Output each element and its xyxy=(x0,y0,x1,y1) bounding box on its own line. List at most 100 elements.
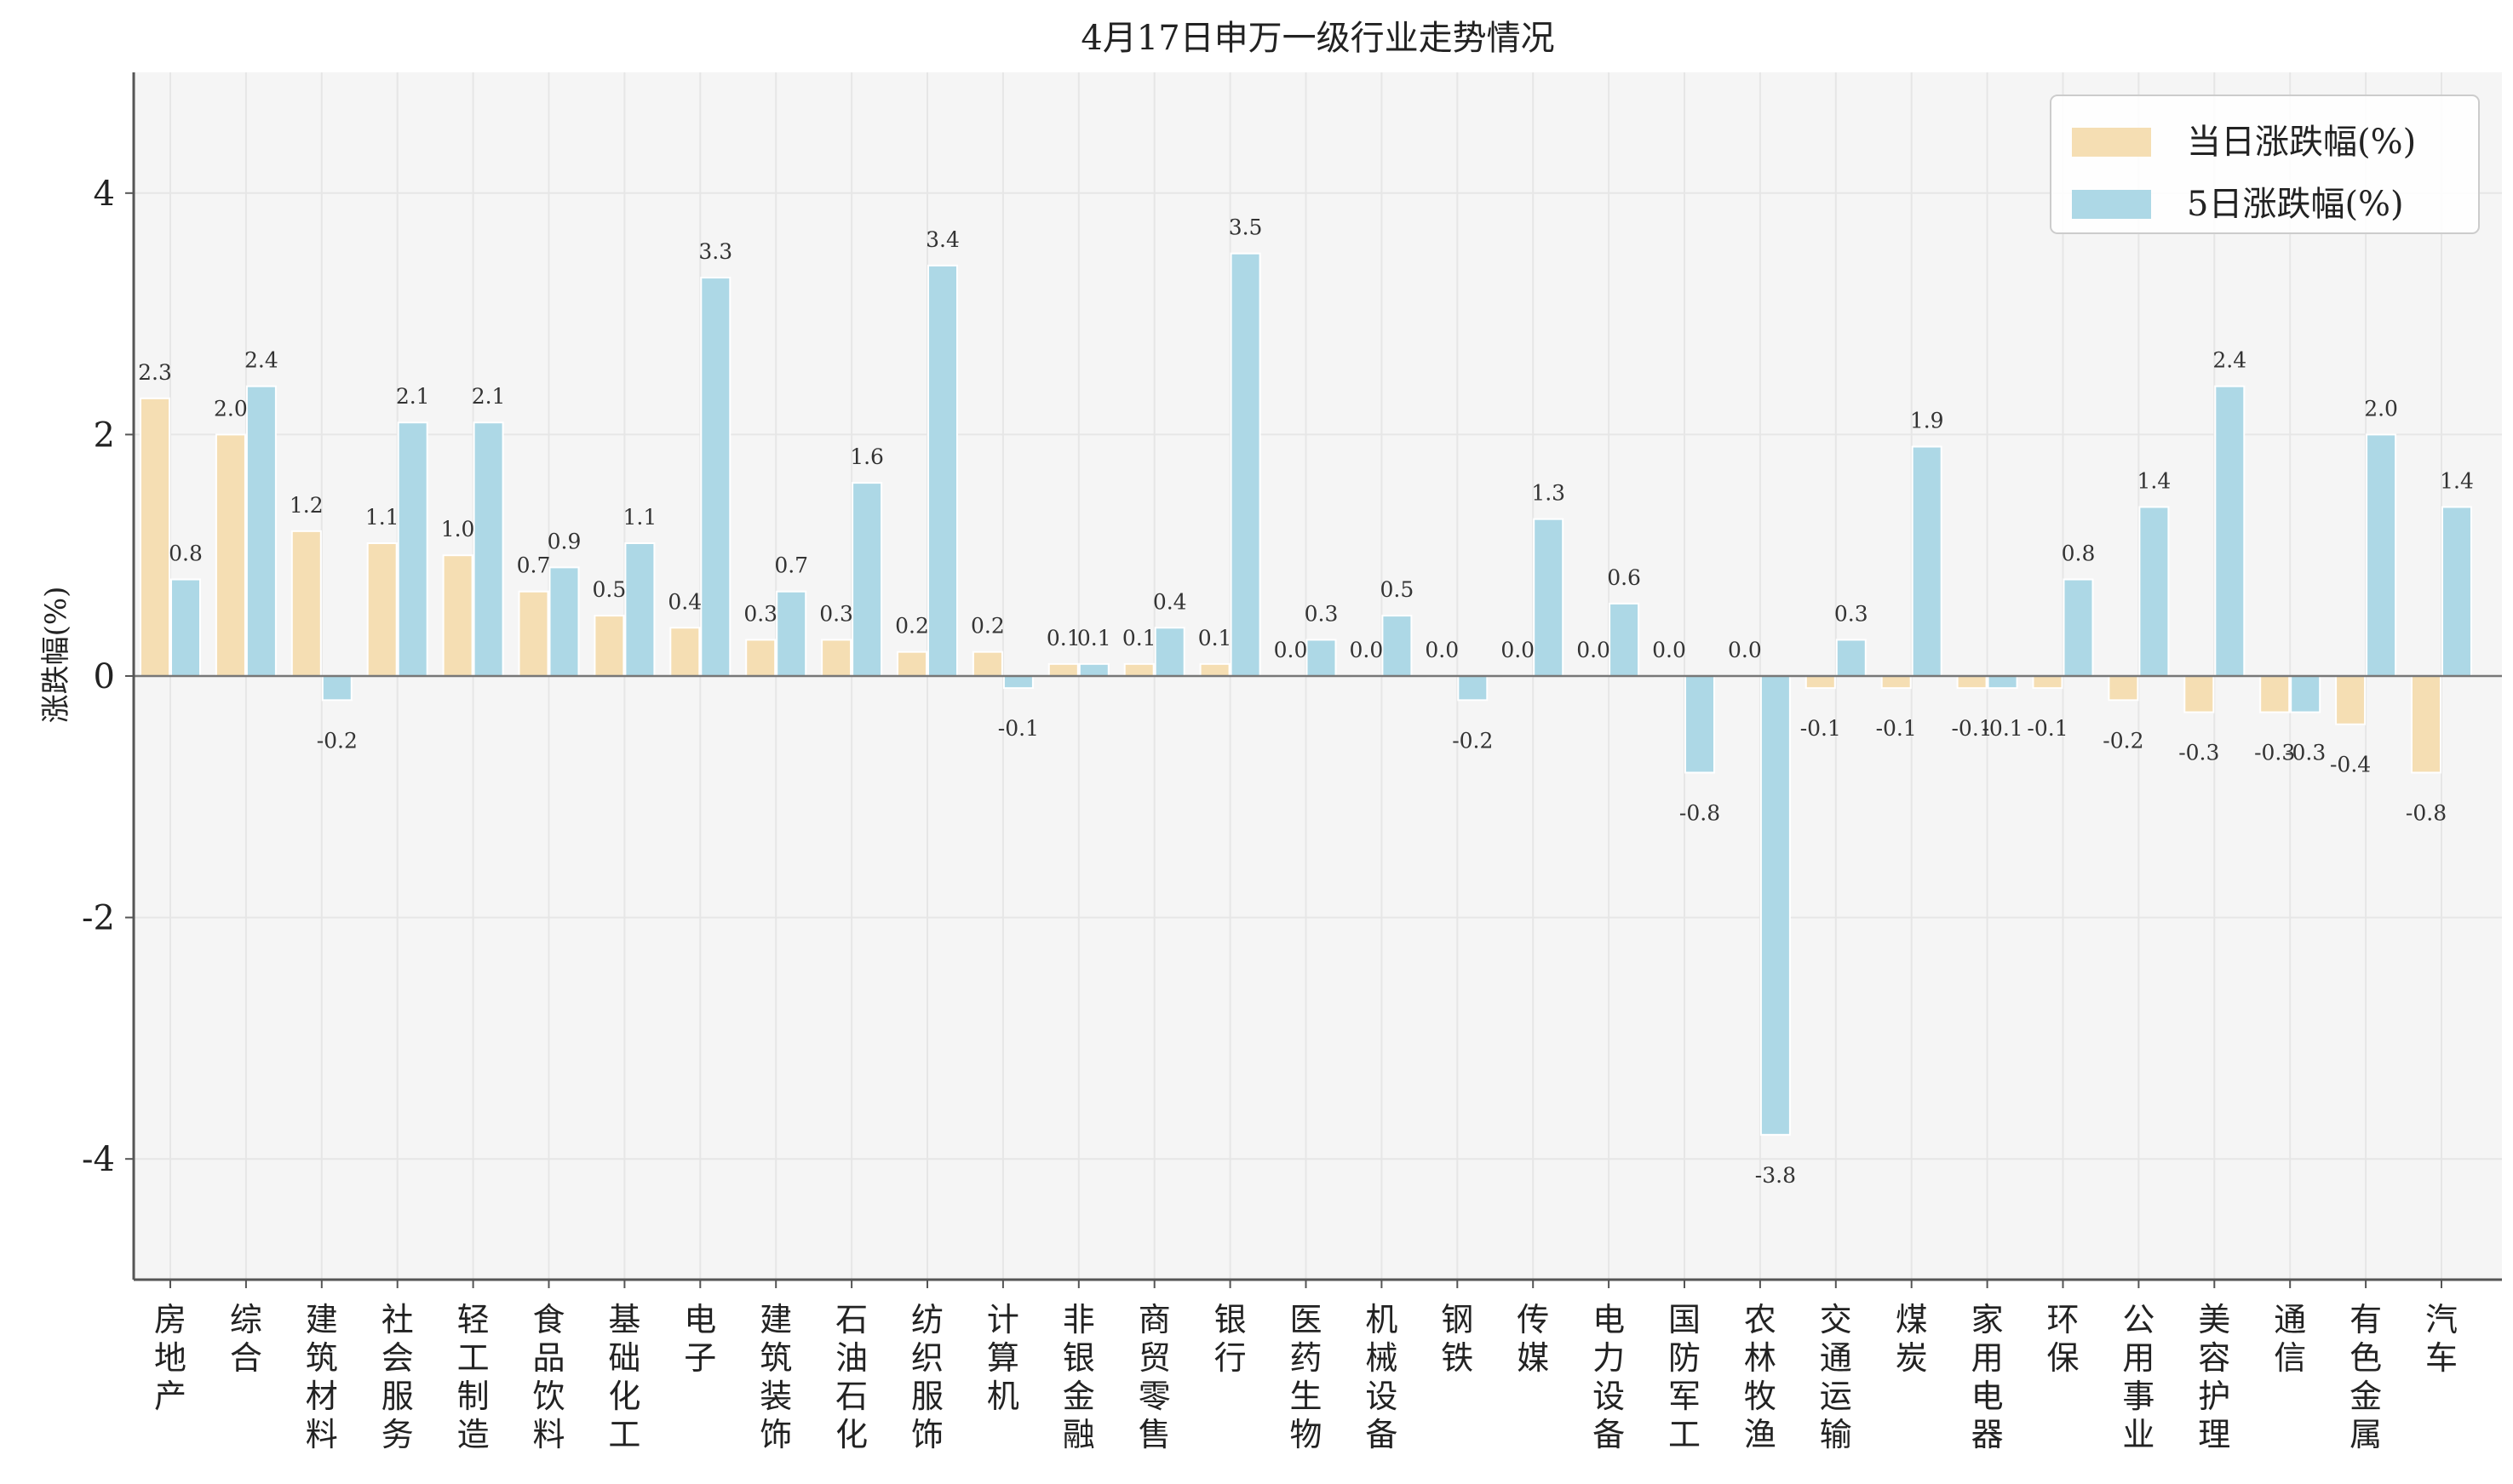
bar-5day-26 xyxy=(2138,506,2170,677)
x-tick-label-18: 传媒 xyxy=(1517,1301,1549,1377)
y-axis-label: 涨跌幅(%) xyxy=(39,587,73,724)
data-label-5day-26: 1.4 xyxy=(2137,468,2172,493)
legend-swatch-today xyxy=(2072,128,2151,157)
bar-5day-3 xyxy=(397,421,428,677)
bar-today-1 xyxy=(215,433,246,677)
bar-today-14 xyxy=(1199,662,1231,678)
bar-5day-7 xyxy=(700,277,732,677)
chart-title: 4月17日申万一级行业走势情况 xyxy=(1081,19,1554,58)
data-label-today-27: -0.3 xyxy=(2178,741,2219,765)
x-tick-label-3: 社会服务 xyxy=(382,1301,414,1453)
data-label-today-17: 0.0 xyxy=(1425,638,1459,662)
bar-5day-17 xyxy=(1457,675,1489,702)
x-tick-label-24: 家用电器 xyxy=(1971,1301,2004,1453)
bar-today-26 xyxy=(2108,675,2139,702)
bar-5day-23 xyxy=(1911,445,1942,678)
x-tick-label-0: 房地产 xyxy=(154,1301,186,1415)
data-labels: 2.32.01.2 1.1 1.00.70.5 0.4 0.3 0.3 0.2 0.2 0.1 0… xyxy=(138,215,2474,1188)
data-label-today-19: 0.0 xyxy=(1576,638,1610,662)
bar-5day-12 xyxy=(1078,662,1110,678)
data-label-5day-30: 1.4 xyxy=(2440,468,2474,493)
data-label-5day-28: -0.3 xyxy=(2285,741,2326,765)
x-tick-label-5: 食品饮料 xyxy=(532,1301,565,1453)
bar-5day-14 xyxy=(1230,252,1261,677)
bar-5day-1 xyxy=(245,385,277,677)
data-label-today-14: 0.1 xyxy=(1198,626,1232,650)
bar-5day-13 xyxy=(1154,627,1185,678)
bar-5day-0 xyxy=(170,578,201,677)
bar-today-29 xyxy=(2335,675,2367,725)
bar-today-23 xyxy=(1880,675,1912,690)
data-label-5day-12: 0.1 xyxy=(1077,626,1111,650)
data-label-5day-9: 1.6 xyxy=(850,444,884,469)
y-tick-label: 0 xyxy=(94,657,115,696)
y-tick-label: 4 xyxy=(94,175,115,214)
bar-today-0 xyxy=(140,397,170,677)
bar-today-9 xyxy=(821,639,852,678)
bar-5day-20 xyxy=(1684,675,1715,774)
bar-today-4 xyxy=(442,554,473,678)
data-label-today-4: 1.0 xyxy=(441,517,475,541)
data-label-5day-5: 0.9 xyxy=(548,529,582,553)
data-label-5day-13: 0.4 xyxy=(1153,589,1187,614)
data-label-today-13: 0.1 xyxy=(1122,626,1156,650)
data-label-5day-22: 0.3 xyxy=(1834,601,1868,626)
data-label-today-21: 0.0 xyxy=(1728,638,1762,662)
bar-today-13 xyxy=(1123,662,1155,678)
bar-5day-10 xyxy=(927,264,958,677)
data-label-today-11: 0.2 xyxy=(971,614,1005,639)
bar-5day-21 xyxy=(1759,675,1791,1136)
data-label-today-28: -0.3 xyxy=(2254,741,2295,765)
x-tick-label-6: 基础化工 xyxy=(608,1301,640,1453)
data-label-5day-19: 0.6 xyxy=(1607,565,1641,590)
data-label-today-2: 1.2 xyxy=(290,493,324,518)
data-label-today-24: -0.1 xyxy=(1951,716,1992,741)
bar-5day-15 xyxy=(1305,639,1337,678)
data-label-today-20: 0.0 xyxy=(1652,638,1686,662)
x-tick-label-1: 综合 xyxy=(230,1301,262,1377)
bar-today-7 xyxy=(669,627,701,678)
x-tick-label-14: 银行 xyxy=(1214,1301,1247,1377)
x-tick-label-2: 建筑材料 xyxy=(306,1301,338,1453)
x-tick-label-28: 通信 xyxy=(2274,1301,2306,1377)
data-label-5day-23: 1.9 xyxy=(1910,409,1944,433)
y-tick-label: 2 xyxy=(94,415,115,455)
x-tick-label-25: 环保 xyxy=(2046,1301,2079,1377)
x-tick-label-4: 轻工制造 xyxy=(457,1301,490,1453)
bar-5day-5 xyxy=(548,566,580,678)
bar-today-27 xyxy=(2183,675,2215,713)
x-tick-label-11: 计算机 xyxy=(987,1301,1019,1415)
bar-today-2 xyxy=(290,530,322,678)
x-tick-label-16: 机械设备 xyxy=(1365,1301,1397,1453)
legend-swatch-5day xyxy=(2072,190,2151,219)
x-tick-label-12: 非银金融 xyxy=(1063,1301,1095,1453)
bar-today-12 xyxy=(1047,662,1079,678)
x-tick-label-7: 电子 xyxy=(684,1301,716,1377)
data-label-5day-20: -0.8 xyxy=(1679,800,1720,825)
bar-5day-28 xyxy=(2290,675,2321,713)
x-tick-label-19: 电力设备 xyxy=(1592,1301,1625,1453)
bar-5day-11 xyxy=(1002,675,1034,690)
data-label-today-3: 1.1 xyxy=(365,505,399,530)
data-label-5day-4: 2.1 xyxy=(472,384,506,409)
data-label-5day-16: 0.5 xyxy=(1380,577,1414,602)
data-label-5day-6: 1.1 xyxy=(623,505,657,530)
bar-5day-27 xyxy=(2214,385,2246,677)
x-tick-label-27: 美容护理 xyxy=(2198,1301,2230,1453)
data-label-today-22: -0.1 xyxy=(1800,716,1841,741)
bar-5day-22 xyxy=(1835,639,1867,678)
x-tick-label-17: 钢铁 xyxy=(1441,1301,1473,1377)
bar-today-28 xyxy=(2259,675,2291,713)
data-label-5day-3: 2.1 xyxy=(396,384,430,409)
data-label-5day-15: 0.3 xyxy=(1305,601,1339,626)
bar-5day-6 xyxy=(624,542,656,678)
data-label-today-1: 2.0 xyxy=(214,396,248,421)
bar-5day-4 xyxy=(473,421,504,677)
x-tick-label-10: 纺织服饰 xyxy=(911,1301,944,1453)
data-label-today-0: 2.3 xyxy=(138,360,172,385)
data-label-today-9: 0.3 xyxy=(819,601,853,626)
data-label-5day-1: 2.4 xyxy=(244,348,278,373)
bar-today-5 xyxy=(518,590,549,677)
x-tick-label-15: 医药生物 xyxy=(1289,1301,1322,1453)
